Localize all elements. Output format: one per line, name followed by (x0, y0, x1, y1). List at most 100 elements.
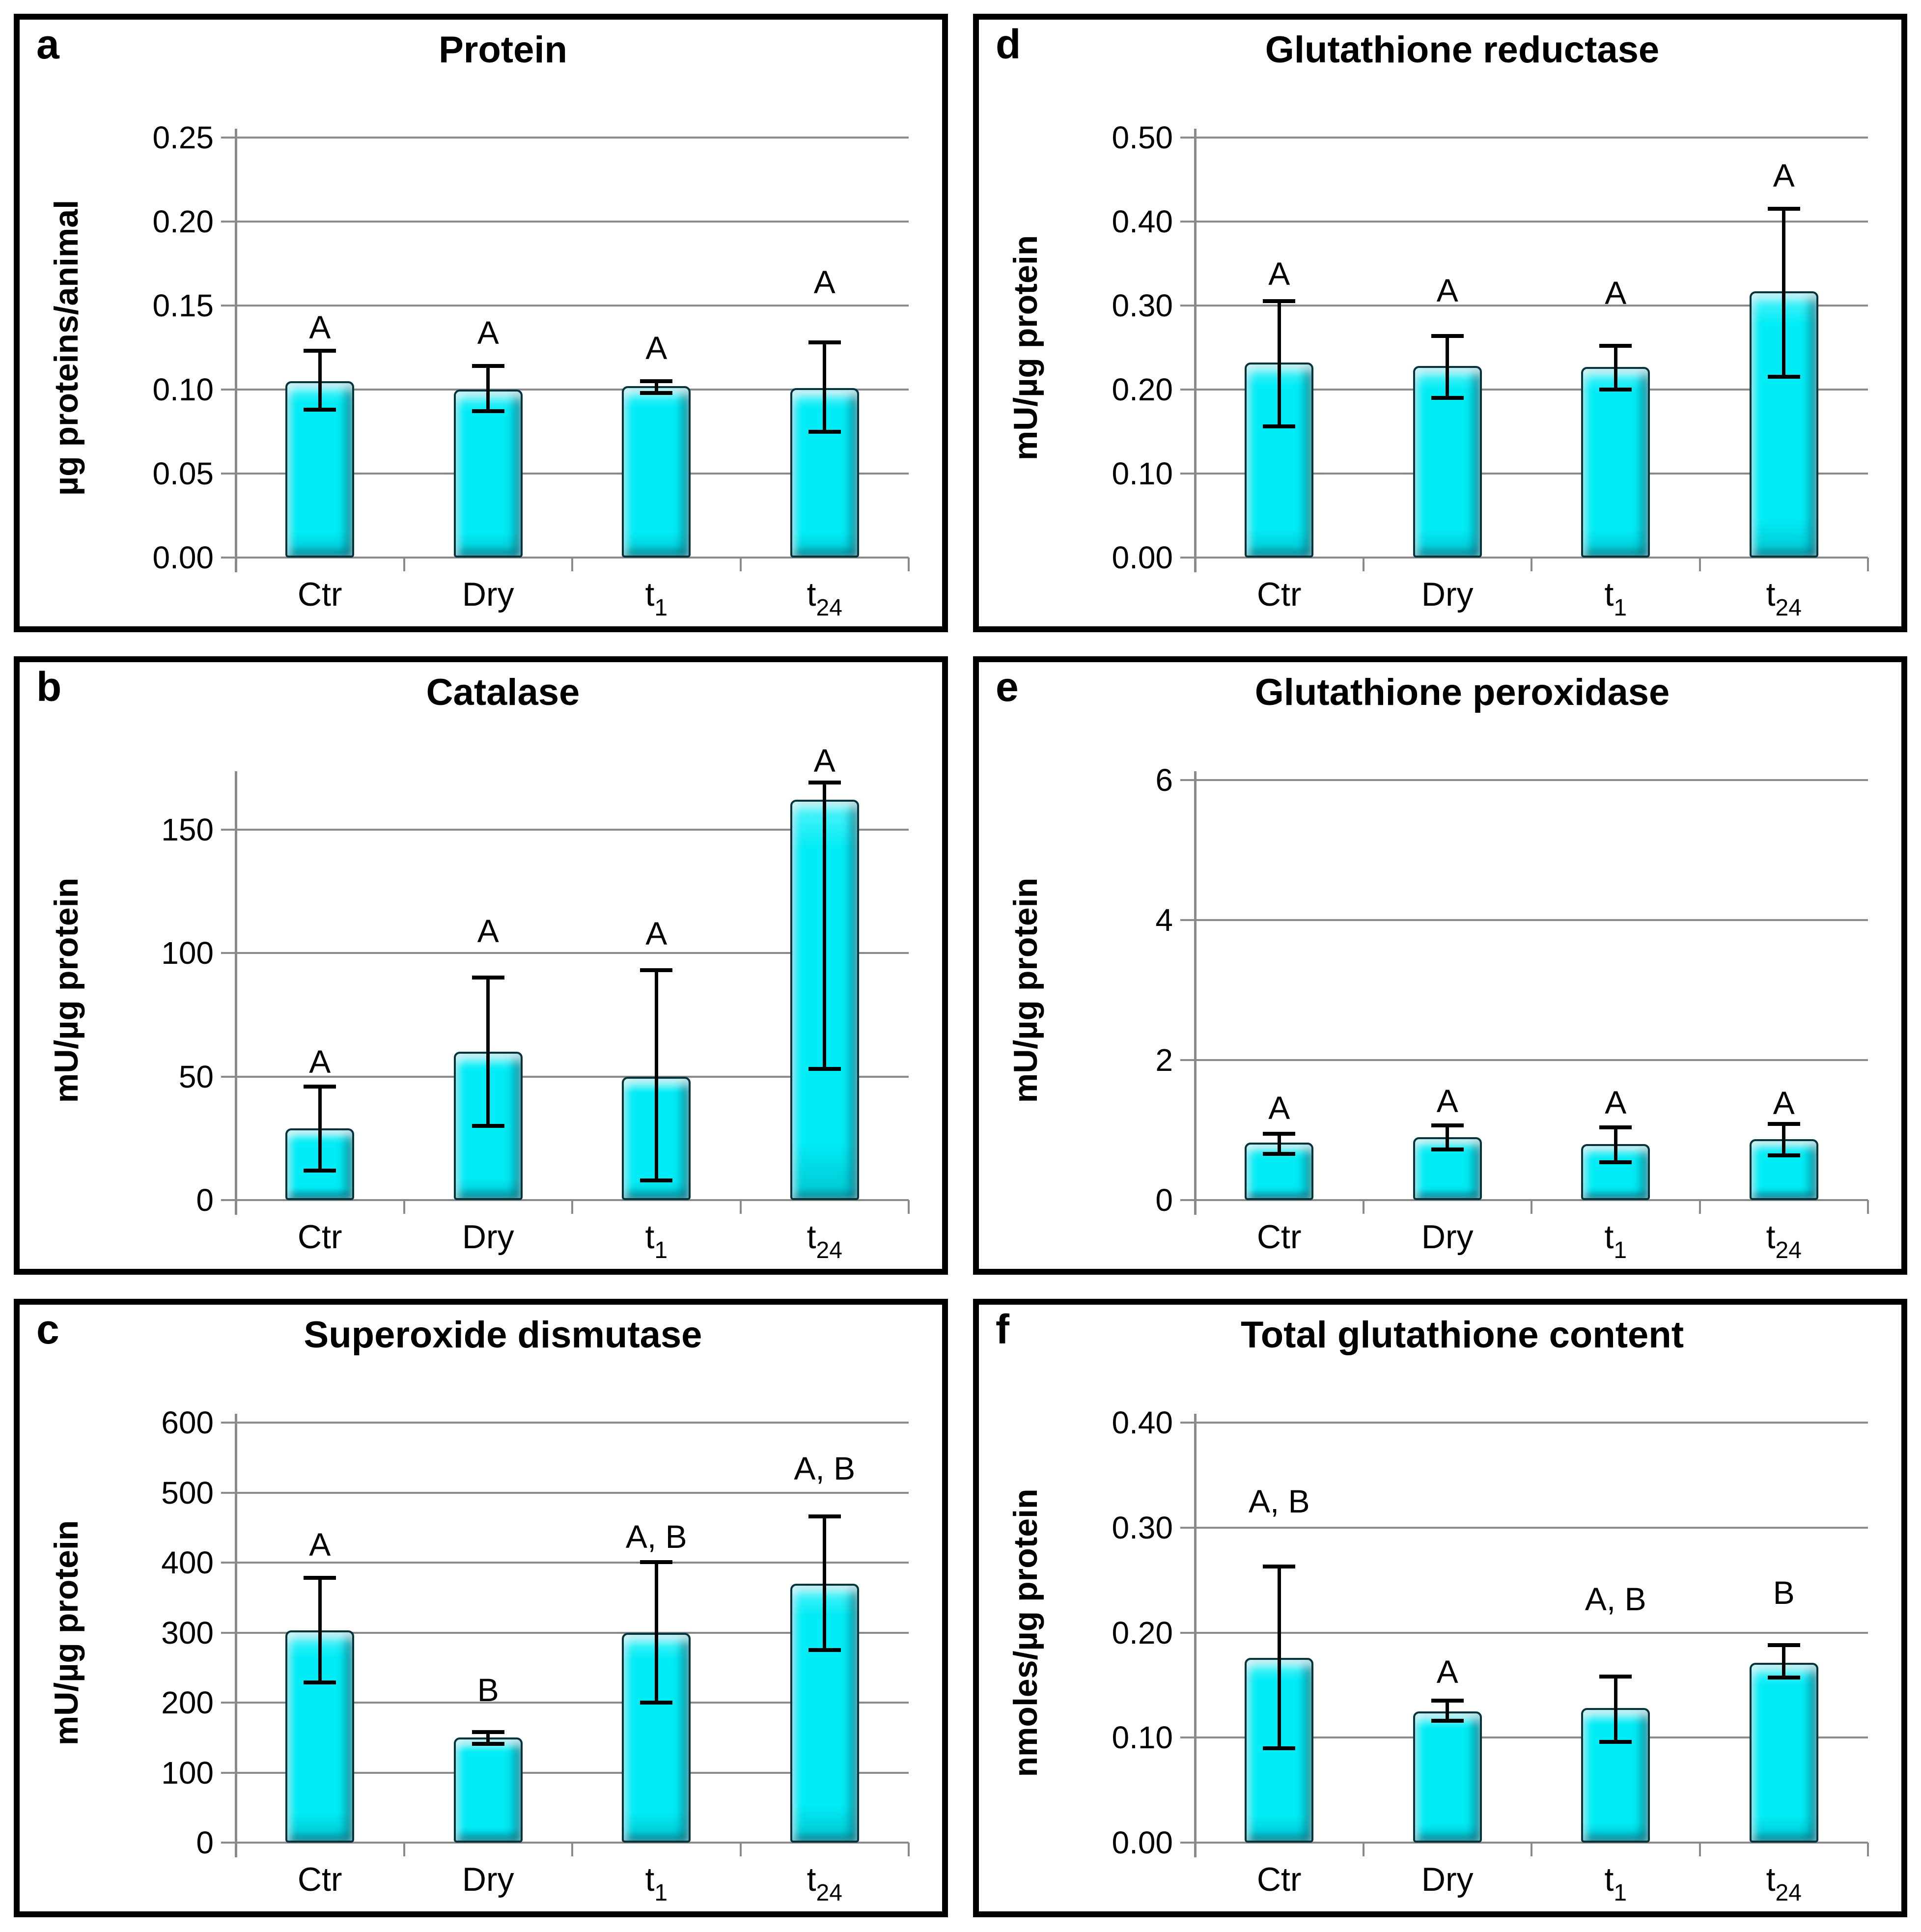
significance-label: B (1773, 1574, 1795, 1611)
x-category-label-base: Dry (462, 1861, 514, 1898)
gridline (1195, 389, 1868, 391)
error-bar-cap-bottom (1767, 1153, 1800, 1157)
x-category-label-base: Ctr (1256, 1861, 1302, 1898)
significance-label: A, B (625, 1518, 687, 1555)
x-category-label-subscript: 24 (1775, 595, 1802, 621)
gridline (1195, 1422, 1868, 1424)
error-bar-cap-top (808, 781, 841, 785)
y-tick-label: 0.10 (1112, 456, 1173, 491)
x-axis-tick (1867, 1843, 1869, 1856)
y-axis-label: mU/µg protein (48, 877, 85, 1103)
y-tick-label: 0 (1155, 1182, 1173, 1218)
y-axis-label: mU/µg protein (1007, 235, 1044, 460)
x-category-label: t24 (1696, 576, 1872, 621)
y-axis-tick (221, 952, 236, 954)
error-bar-cap-bottom (1599, 388, 1632, 392)
y-axis-tick (1180, 1526, 1195, 1529)
gridline (1195, 473, 1868, 475)
panel-letter: e (996, 664, 1019, 710)
significance-label: A (1436, 1082, 1458, 1119)
error-bar-cap-bottom (304, 408, 336, 412)
y-axis-tick (1180, 1422, 1195, 1424)
x-axis-tick (1698, 558, 1701, 571)
x-category-label-subscript: 1 (1614, 1880, 1627, 1906)
bar-t24 (1749, 1663, 1818, 1843)
gridline (236, 305, 909, 307)
chart-catalase: b Catalase mU/µg protein 0 50 100 150 A Ctr A Dry A… (20, 662, 942, 1269)
significance-label: A (1436, 1653, 1458, 1690)
y-tick-label: 50 (178, 1059, 214, 1094)
x-category-label-base: Ctr (297, 576, 342, 613)
x-category-label-base: t (807, 576, 816, 613)
gridline (236, 389, 909, 391)
y-tick-label: 0.50 (1112, 120, 1173, 155)
error-bar-line (1277, 301, 1281, 427)
x-axis-tick (235, 1200, 237, 1214)
significance-label: A (1268, 255, 1290, 292)
significance-label: A (1605, 275, 1627, 311)
error-bar-cap-top (1599, 1125, 1632, 1129)
y-tick-label: 0.00 (152, 540, 214, 575)
x-category-label-base: Dry (462, 1218, 514, 1256)
error-bar-cap-bottom (808, 429, 841, 434)
y-axis-line (235, 129, 237, 572)
gridline (236, 221, 909, 223)
y-tick-label: 0.10 (1112, 1720, 1173, 1756)
y-tick-label: 150 (161, 812, 214, 847)
y-axis-label: mU/µg protein (1007, 877, 1044, 1103)
y-tick-label: 0.20 (152, 204, 214, 239)
gridline (236, 1771, 909, 1774)
error-bar-cap-bottom (1263, 1746, 1296, 1750)
y-axis-tick (221, 557, 236, 559)
y-tick-label: 0.15 (152, 288, 214, 323)
error-bar-cap-top (472, 976, 504, 980)
error-bar-cap-bottom (472, 1124, 504, 1128)
y-axis-tick (221, 1702, 236, 1704)
y-axis-tick (221, 1771, 236, 1774)
x-category-label-base: Dry (1421, 576, 1474, 613)
x-category-label-subscript: 1 (1614, 595, 1627, 621)
error-bar-cap-bottom (1431, 1719, 1464, 1723)
y-axis-label: mU/µg protein (48, 1520, 85, 1745)
gridline (1195, 1631, 1868, 1634)
x-category-label: Ctr (1191, 1861, 1367, 1906)
error-bar-line (1277, 1133, 1281, 1154)
y-axis-line (1194, 771, 1197, 1215)
error-bar-line (486, 366, 490, 412)
significance-label: A (813, 742, 835, 779)
x-category-label-base: Dry (462, 576, 514, 613)
significance-label: A (1773, 1084, 1795, 1121)
y-axis-tick (1180, 919, 1195, 921)
gridline (1195, 1059, 1868, 1061)
y-axis-tick (221, 1075, 236, 1078)
y-axis-tick (1180, 557, 1195, 559)
x-category-label-base: Dry (1421, 1218, 1474, 1256)
error-bar-line (318, 1578, 322, 1682)
x-category-label-subscript: 1 (654, 595, 668, 621)
significance-label: A (1268, 1089, 1290, 1126)
chart-glutathione-reductase: d Glutathione reductase mU/µg protein 0.00 0… (979, 20, 1901, 626)
x-category-label: Dry (400, 576, 577, 621)
bar-t1 (1581, 366, 1650, 558)
y-axis-tick (1180, 137, 1195, 139)
chart-total-glutathione: f Total glutathione content nmoles/µg prot… (979, 1305, 1901, 1911)
x-category-label-base: Ctr (297, 1861, 342, 1898)
bar-t1 (1581, 1144, 1650, 1200)
x-category-label: t1 (1527, 1861, 1704, 1906)
error-bar-line (1446, 336, 1449, 398)
x-axis-tick (403, 558, 405, 571)
error-bar-cap-bottom (1431, 1148, 1464, 1152)
error-bar-cap-top (640, 1560, 673, 1564)
x-axis-tick (571, 1200, 573, 1214)
x-axis-tick (403, 1200, 405, 1214)
x-axis-tick (1531, 1843, 1532, 1856)
error-bar-cap-bottom (1599, 1739, 1632, 1744)
bar-dry (453, 1737, 523, 1843)
error-bar-line (1782, 209, 1786, 377)
y-tick-label: 2 (1155, 1042, 1173, 1078)
gridline (236, 1075, 909, 1078)
x-axis-tick (1362, 558, 1364, 571)
y-axis-tick (221, 1199, 236, 1201)
error-bar-line (1614, 1677, 1617, 1742)
panel-letter: a (36, 21, 59, 67)
